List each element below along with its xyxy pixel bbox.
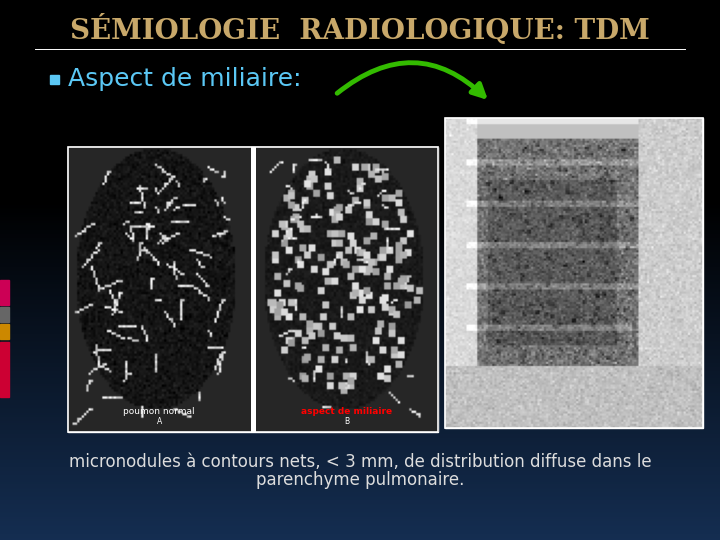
Bar bbox=[68, 147, 438, 432]
Bar bbox=[445, 118, 703, 428]
Bar bbox=[0, 307, 9, 322]
FancyArrowPatch shape bbox=[337, 63, 484, 96]
Text: B: B bbox=[344, 417, 349, 427]
Text: SÉMIOLOGIE  RADIOLOGIQUE: TDM: SÉMIOLOGIE RADIOLOGIQUE: TDM bbox=[70, 15, 650, 45]
Bar bbox=[0, 324, 9, 339]
Bar bbox=[0, 280, 9, 305]
Text: poumon normal: poumon normal bbox=[123, 408, 195, 416]
Bar bbox=[0, 342, 9, 397]
Text: A: A bbox=[157, 417, 162, 427]
Text: aspect de miliaire: aspect de miliaire bbox=[301, 408, 392, 416]
Text: micronodules à contours nets, < 3 mm, de distribution diffuse dans le: micronodules à contours nets, < 3 mm, de… bbox=[68, 453, 652, 471]
Bar bbox=[50, 75, 59, 84]
Bar bbox=[68, 147, 438, 432]
Text: parenchyme pulmonaire.: parenchyme pulmonaire. bbox=[256, 471, 464, 489]
Bar bbox=[445, 118, 703, 428]
Text: Aspect de miliaire:: Aspect de miliaire: bbox=[68, 67, 302, 91]
